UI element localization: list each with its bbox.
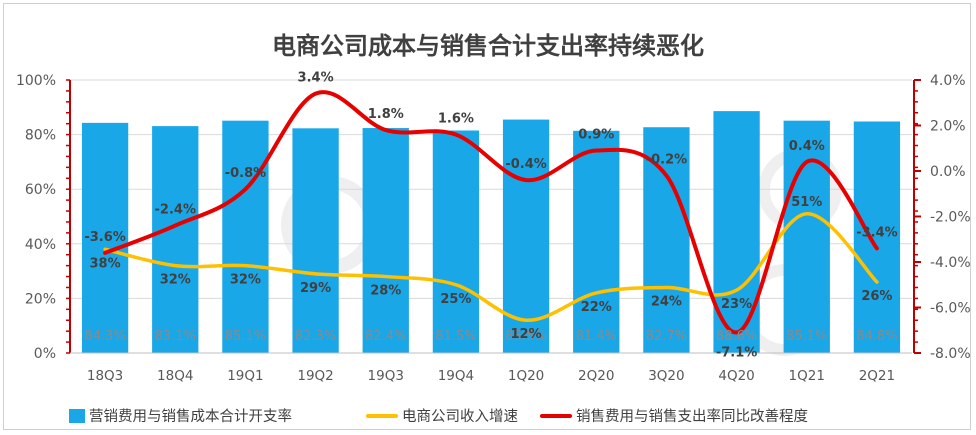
improvement-label: -7.1% xyxy=(716,346,757,361)
bar-value-label: 82.3% xyxy=(295,329,336,344)
legend-label-revenue: 电商公司收入增速 xyxy=(402,408,518,425)
improvement-label: -3.4% xyxy=(856,225,897,240)
y-right-tick-label: 2.0% xyxy=(930,119,966,135)
bar-value-label: 81.4% xyxy=(576,329,617,344)
x-tick-label: 18Q4 xyxy=(157,368,193,384)
improvement-label: 1.8% xyxy=(368,107,404,122)
y-left-tick-label: 100% xyxy=(16,73,56,89)
improvement-label: -2.4% xyxy=(155,203,196,218)
revenue-growth-label: 23% xyxy=(721,297,752,312)
y-right-tick-label: -8.0% xyxy=(930,346,971,362)
x-tick-label: 2Q20 xyxy=(578,368,614,384)
y-right-tick-label: 0.0% xyxy=(930,164,966,180)
y-right-tick-label: 4.0% xyxy=(930,73,966,89)
data-labels: 84.3% 83.1% 85.1% 82.3% 82.4% 81.5% 85.5% 81.4%… xyxy=(84,71,897,361)
improvement-label: -0.2% xyxy=(646,153,687,168)
legend-swatch-bar xyxy=(69,409,85,423)
y-left-tick-label: 20% xyxy=(25,291,56,307)
x-tick-label: 19Q4 xyxy=(438,368,474,384)
revenue-growth-label: 12% xyxy=(511,327,542,342)
x-tick-label: 19Q3 xyxy=(368,368,404,384)
bar-value-label: 84.3% xyxy=(84,329,125,344)
bar-value-label: 82.7% xyxy=(646,329,687,344)
y-right-tick-label: -6.0% xyxy=(930,301,971,317)
bar xyxy=(502,119,550,354)
y-left-tick-label: 80% xyxy=(25,128,56,144)
y-right-tick-label: -2.0% xyxy=(930,210,971,226)
bar-value-label: 85.1% xyxy=(786,329,827,344)
x-tick-label: 2Q21 xyxy=(859,368,895,384)
bar xyxy=(81,122,129,354)
improvement-label: -3.6% xyxy=(84,230,125,245)
bar-series xyxy=(81,111,901,354)
revenue-growth-label: 32% xyxy=(160,273,191,288)
revenue-growth-line xyxy=(103,212,879,322)
bar-value-label: 85.5% xyxy=(505,329,546,344)
line-series xyxy=(103,90,879,335)
bar xyxy=(573,130,620,353)
y-right-tick-label: -4.0% xyxy=(930,255,971,271)
improvement-label: -0.8% xyxy=(225,166,266,181)
bar-value-label: 83.1% xyxy=(155,329,196,344)
bar xyxy=(362,128,409,353)
improvement-label: -0.4% xyxy=(505,157,546,172)
y-left-tick-label: 40% xyxy=(25,237,56,253)
y-left-tick-label: 0% xyxy=(34,346,56,362)
revenue-growth-label: 24% xyxy=(651,294,682,309)
bar xyxy=(222,120,269,353)
revenue-growth-label: 25% xyxy=(440,292,471,307)
revenue-growth-label: 51% xyxy=(791,195,822,210)
bar xyxy=(643,127,690,353)
improvement-label: 0.4% xyxy=(789,139,825,154)
bar-value-label: 85.1% xyxy=(225,329,266,344)
improvement-line xyxy=(103,90,879,335)
revenue-growth-label: 29% xyxy=(300,281,331,296)
bar-value-label: 84.8% xyxy=(856,329,897,344)
revenue-growth-label: 26% xyxy=(861,289,892,304)
x-tick-label: 18Q3 xyxy=(87,368,123,384)
revenue-growth-label: 28% xyxy=(370,284,401,299)
bar xyxy=(783,120,830,353)
chart-frame xyxy=(3,3,971,430)
improvement-label: 1.6% xyxy=(438,112,474,127)
bar-value-label: 81.5% xyxy=(435,329,476,344)
x-tick-label: 19Q1 xyxy=(227,368,263,384)
x-tick-label: 19Q2 xyxy=(297,368,333,384)
bar xyxy=(152,126,199,354)
x-tick-label: 1Q20 xyxy=(508,368,544,384)
revenue-growth-label: 38% xyxy=(90,256,121,271)
improvement-label: 0.9% xyxy=(578,128,614,143)
bar xyxy=(292,128,339,353)
bar-value-label: 88.6% xyxy=(716,329,757,344)
x-tick-label: 3Q20 xyxy=(648,368,684,384)
bar xyxy=(853,121,901,353)
x-tick-label: 1Q21 xyxy=(789,368,825,384)
revenue-growth-label: 32% xyxy=(230,273,261,288)
chart-title: 电商公司成本与销售合计支出率持续恶化 xyxy=(272,32,704,60)
legend-label-improvement: 销售费用与销售支出率同比改善程度 xyxy=(576,408,808,425)
axes: 0% 20% 40% 60% 80% 100% -8.0% -6.0% -4.0% -2.0% 0.… xyxy=(16,73,971,384)
x-tick-label: 4Q20 xyxy=(718,368,754,384)
revenue-growth-label: 22% xyxy=(581,300,612,315)
bar-value-label: 82.4% xyxy=(365,329,406,344)
legend-label-bar: 营销费用与销售成本合计开支率 xyxy=(89,408,292,425)
improvement-label: 3.4% xyxy=(298,71,334,86)
y-left-tick-label: 60% xyxy=(25,182,56,198)
bar xyxy=(432,130,480,353)
legend: 营销费用与销售成本合计开支率 电商公司收入增速 销售费用与销售支出率同比改善程度 xyxy=(69,408,808,425)
